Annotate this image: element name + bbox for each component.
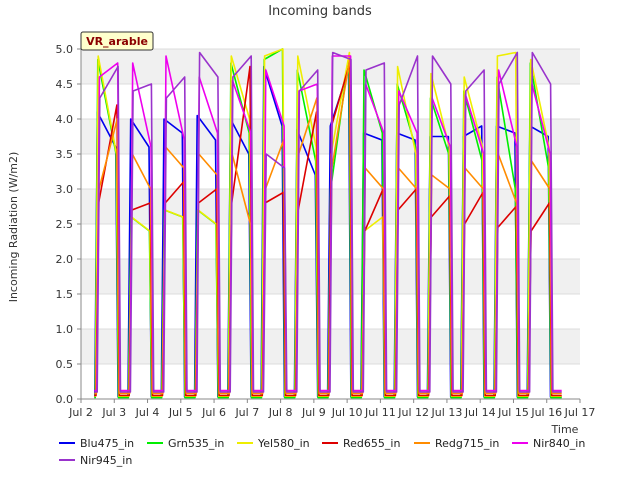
x-axis-title: Time	[551, 423, 579, 436]
site-badge-box	[80, 31, 154, 51]
y-tick-label: 1.5	[56, 288, 74, 301]
y-axis-title: Incoming Radiation (W/m2)	[7, 152, 20, 303]
y-axis-ticks: 0.0 0.5 1.0 1.5 2.0 2.5 3.0 3.5 4.0 4.5 5.0	[56, 43, 81, 406]
y-tick-label: 2.5	[56, 218, 74, 231]
x-tick-label: Jul 6	[201, 406, 226, 419]
y-tick-label: 1.0	[56, 323, 74, 336]
x-tick-label: Jul 14	[464, 406, 496, 419]
y-tick-label: 3.0	[56, 183, 74, 196]
x-tick-label: Jul 5	[168, 406, 193, 419]
legend: Blu475_in Grn535_in Yel580_in Red655_in Redg…	[59, 437, 585, 467]
x-tick-label: Jul 11	[364, 406, 396, 419]
legend-label: Redg715_in	[435, 437, 499, 450]
x-tick-label: Jul 7	[234, 406, 259, 419]
chart-title: Incoming bands	[268, 4, 372, 19]
x-tick-label: Jul 16	[530, 406, 562, 419]
legend-label: Red655_in	[343, 437, 400, 450]
y-tick-label: 0.0	[56, 393, 74, 406]
y-tick-label: 2.0	[56, 253, 74, 266]
y-tick-label: 4.0	[56, 113, 74, 126]
y-tick-label: 4.5	[56, 78, 74, 91]
y-tick-label: 3.5	[56, 148, 74, 161]
site-badge: VR_arable	[80, 31, 154, 51]
x-tick-label: Jul 10	[331, 406, 363, 419]
series-lines	[94, 48, 562, 399]
x-tick-label: Jul 8	[268, 406, 293, 419]
legend-label: Grn535_in	[168, 437, 224, 450]
x-tick-label: Jul 12	[397, 406, 429, 419]
x-tick-label: Jul 3	[101, 406, 126, 419]
x-tick-label: Jul 17	[564, 406, 596, 419]
x-tick-label: Jul 13	[431, 406, 463, 419]
y-tick-label: 5.0	[56, 43, 74, 56]
series-line-nir945-in	[94, 51, 562, 393]
site-badge-label: VR_arable	[86, 35, 148, 48]
x-tick-label: Jul 4	[135, 406, 160, 419]
legend-label: Yel580_in	[257, 437, 310, 450]
x-tick-label: Jul 9	[301, 406, 326, 419]
x-tick-label: Jul 15	[497, 406, 529, 419]
legend-label: Nir840_in	[533, 437, 585, 450]
legend-label: Nir945_in	[80, 454, 132, 467]
x-axis-ticks: Jul 2 Jul 3 Jul 4 Jul 5 Jul 6 Jul 7 Jul 8 Jul 9…	[68, 399, 595, 419]
legend-label: Blu475_in	[80, 437, 134, 450]
y-tick-label: 0.5	[56, 358, 74, 371]
x-tick-label: Jul 2	[68, 406, 93, 419]
